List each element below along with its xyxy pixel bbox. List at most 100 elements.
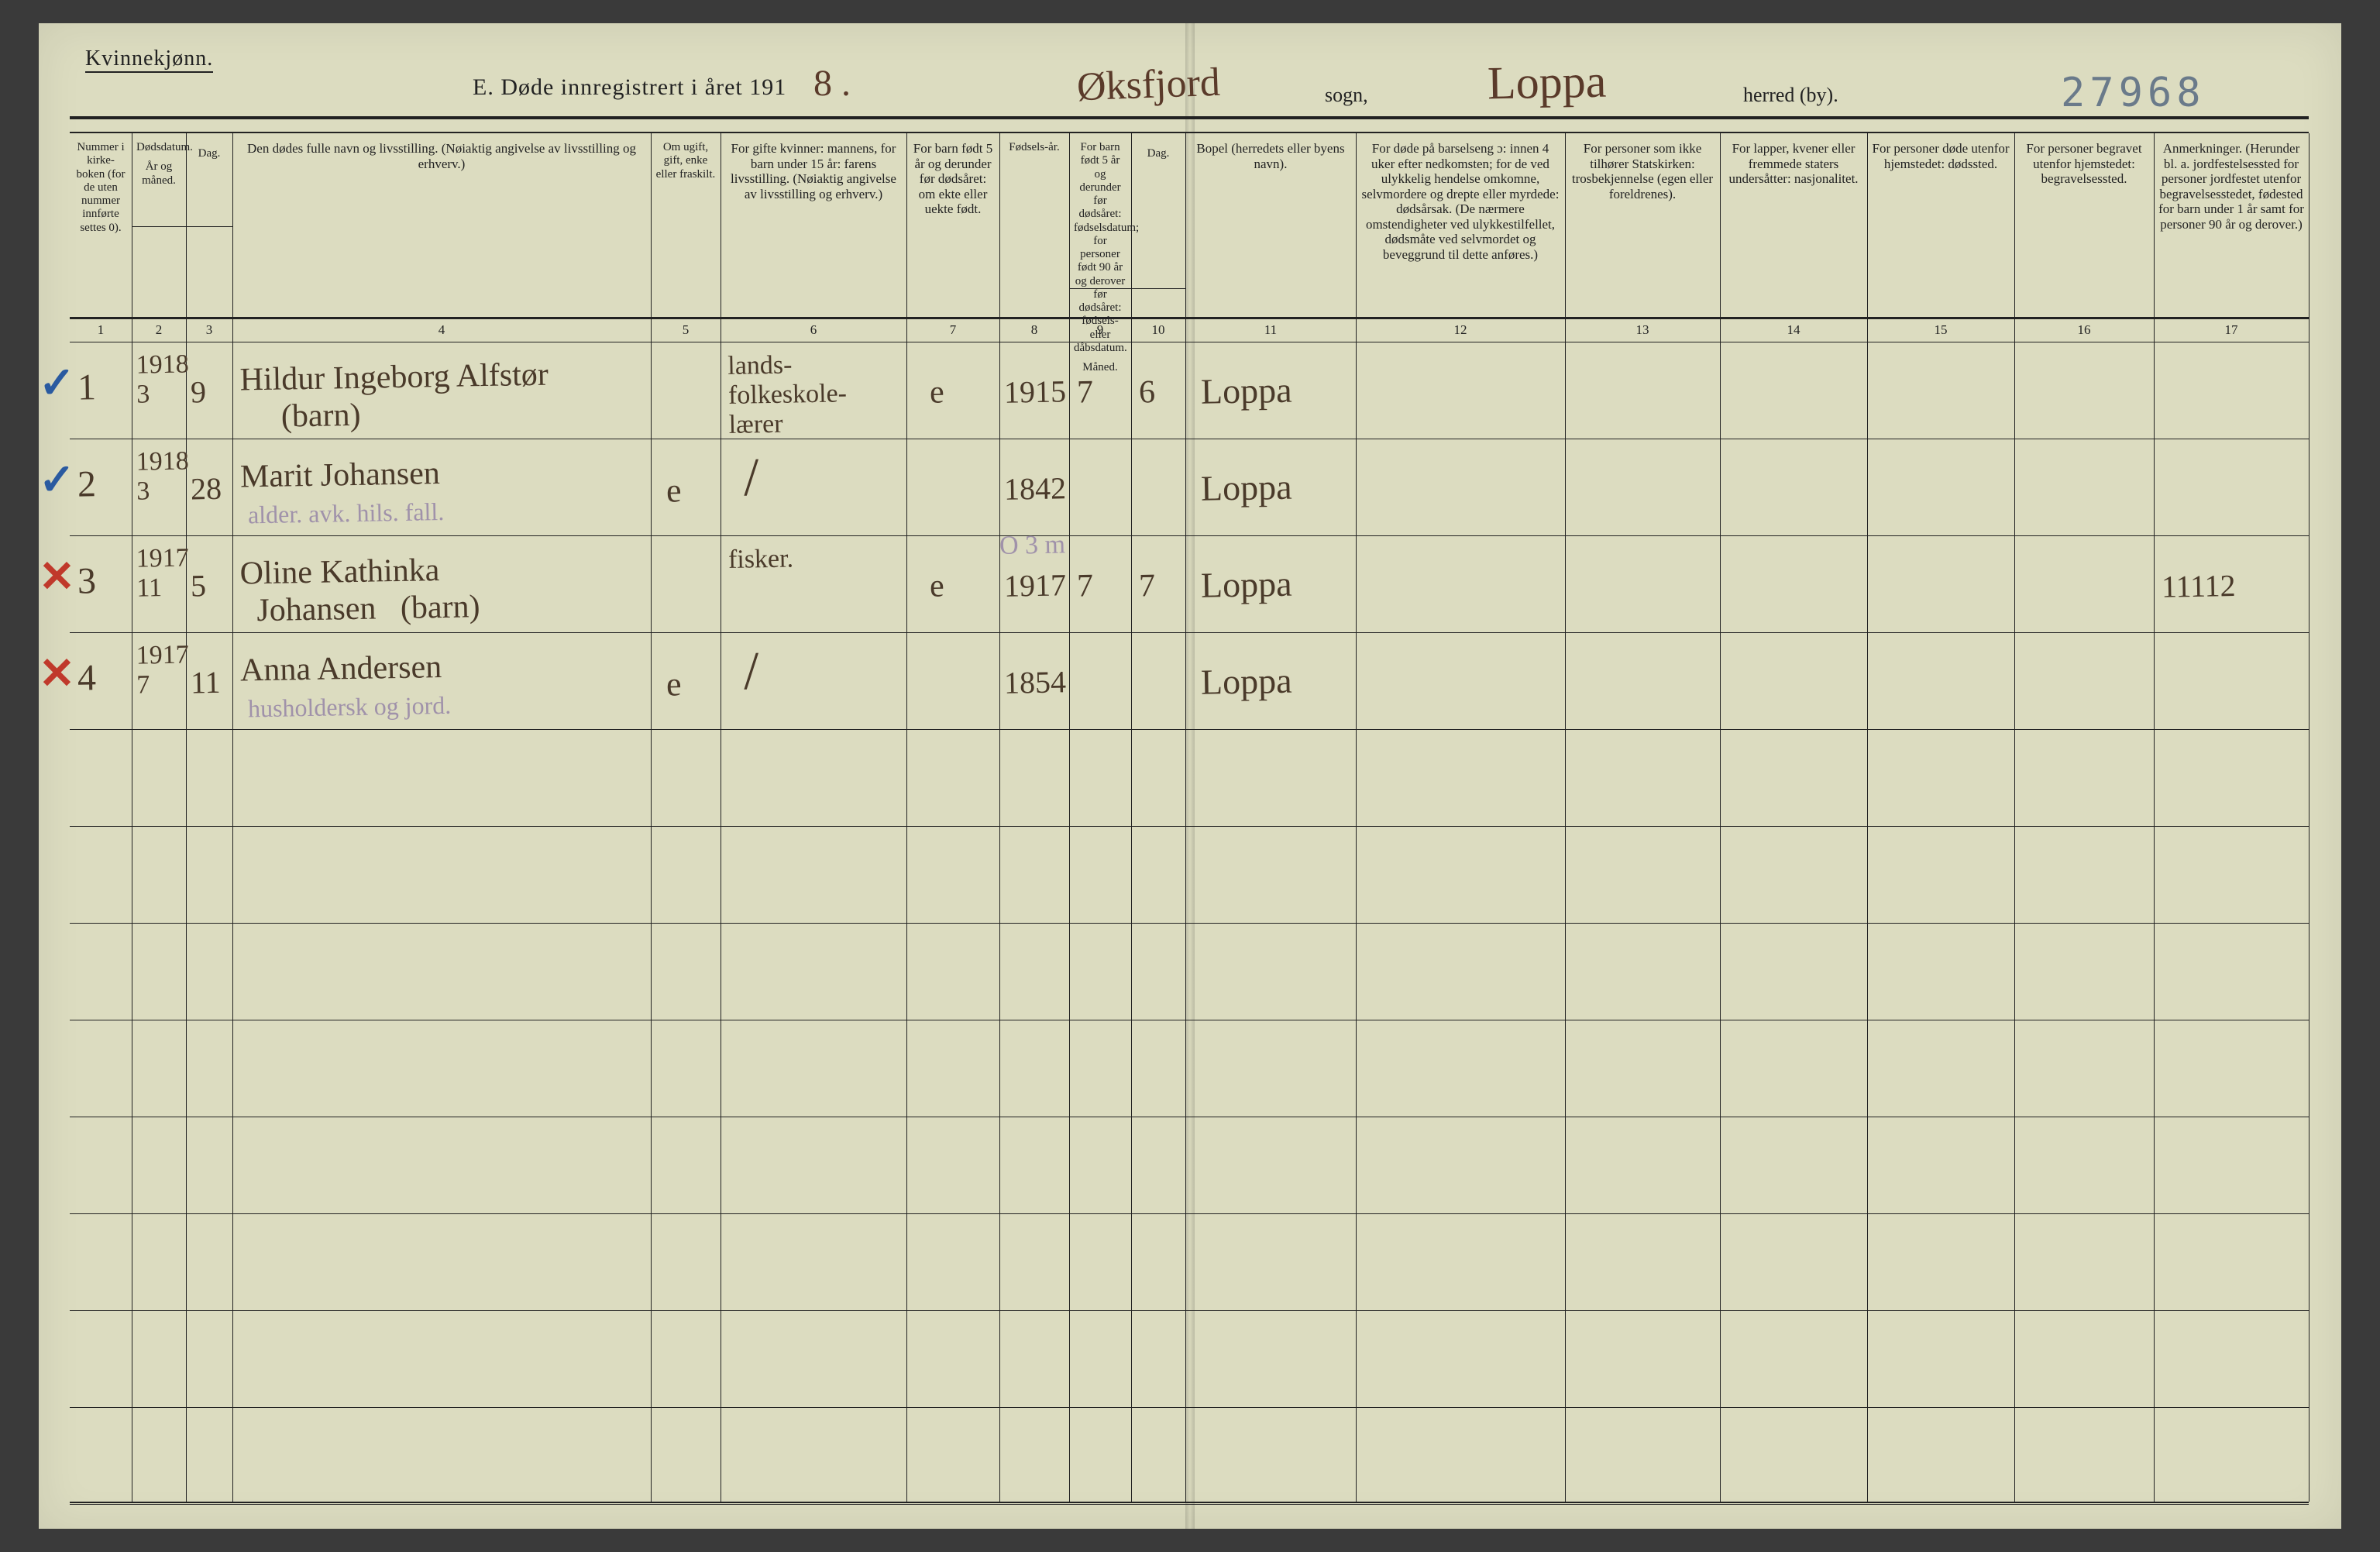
father-occupation: lands- folkeskole- lærer [727,349,899,440]
column-number: 4 [232,322,651,338]
herred-label: herred (by). [1743,84,1838,107]
row-number: 4 [77,656,132,699]
death-year-month: 1917 7 [136,640,191,700]
deceased-name: Oline Kathinka Johansen (barn) [239,548,644,629]
header-rule [70,116,2309,119]
occupation-slash: / [743,641,759,703]
column-number: 7 [906,322,999,338]
table-row: ✕41917 711Anna Andersenhusholdersk og jo… [70,633,2309,730]
cause-annotation: alder. avk. hils. fall. [248,494,636,530]
column-header: Nummer i kirke-boken (for de uten nummer… [70,138,132,238]
sogn-handwritten: Øksfjord [1076,60,1221,110]
column-number: 15 [1867,322,2014,338]
table-row [70,1408,2309,1505]
column-header: Dag. [186,138,232,163]
column-number: 9 [1069,322,1131,338]
legitimate-mark: e [930,373,992,411]
column-header: Fødsels-år. [999,138,1069,157]
occupation-slash: / [743,447,759,509]
column-header: Den dødes fulle navn og livsstilling. (N… [232,138,651,174]
pencil-note-top: O 3 m [999,528,1171,561]
birth-year: 1915 [1004,373,1067,410]
column-number: 13 [1565,322,1720,338]
birth-month: 7 [1077,566,1132,604]
birth-year: 1917 [1004,566,1067,604]
column-number: 1 [70,322,132,338]
margin-mark: ✓ [39,455,75,505]
column-number: 10 [1131,322,1185,338]
death-year-month: 1918 3 [136,446,191,506]
ledger-page: Kvinnekjønn. E. Døde innregistrert i åre… [39,23,2341,1529]
sogn-label: sogn, [1325,84,1368,107]
column-header: Bopel (herredets eller byens navn). [1185,138,1356,174]
ledger-table: Nummer i kirke-boken (for de uten nummer… [70,132,2309,1503]
table-row [70,1214,2309,1311]
column-number: 16 [2014,322,2154,338]
column-number: 5 [651,322,721,338]
form-title: E. Døde innregistrert i året 191 [473,74,786,101]
table-row: ✓11918 39Hildur Ingeborg Alfstør (barn)l… [70,342,2309,439]
year-handwritten: 8 . [813,62,851,105]
subheader-split-birthdate [1069,288,1185,289]
column-header: For døde på barselseng ɔ: innen 4 uker e… [1356,138,1565,265]
birth-day: 6 [1139,373,1186,411]
column-number: 8 [999,322,1069,338]
deceased-name: Marit Johansen [240,451,644,495]
herred-handwritten: Loppa [1487,55,1606,111]
column-header: For personer som ikke tilhører Statskirk… [1565,138,1720,205]
birth-month: 7 [1077,373,1132,411]
column-number-row: 1234567891011121314151617 [70,319,2309,342]
deceased-name: Hildur Ingeborg Alfstør (barn) [239,354,644,435]
death-year-month: 1918 3 [136,349,191,409]
table-row [70,1117,2309,1214]
row-number: 3 [77,559,132,602]
column-header: For barn født 5 år og derunder før dødså… [906,138,999,220]
column-header: Om ugift, gift, enke eller fraskilt. [651,138,721,184]
residence: Loppa [1201,465,1357,508]
column-header: For gifte kvinner: mannens, for barn und… [721,138,906,205]
column-header: Dag. [1131,138,1185,163]
subheader-split-date [132,226,232,227]
table-row [70,1020,2309,1117]
table-row [70,924,2309,1020]
row-number: 2 [77,462,132,505]
table-header: Nummer i kirke-boken (for de uten nummer… [70,133,2309,319]
residence: Loppa [1201,562,1357,605]
birth-day: 7 [1139,566,1186,604]
cause-annotation: husholdersk og jord. [248,688,636,724]
table-row [70,827,2309,924]
table-row [70,730,2309,827]
column-header: Anmerkninger. (Herunder bl. a. jordfeste… [2154,138,2309,235]
death-year-month: 1917 11 [136,543,191,603]
birth-year: 1854 [1004,663,1067,700]
margin-mark: ✓ [39,358,75,408]
residence: Loppa [1201,659,1357,702]
column-number: 17 [2154,322,2309,338]
column-number: 3 [186,322,232,338]
remark: 11112 [2162,566,2309,604]
column-number: 2 [132,322,186,338]
death-day: 28 [191,470,233,508]
page-number-handwritten: 27968 [2061,70,2206,116]
death-day: 9 [191,373,233,411]
margin-mark: ✕ [39,649,75,699]
marital-status: e [666,470,721,510]
table-row [70,1311,2309,1408]
row-number: 1 [77,365,132,408]
deceased-name: Anna Andersen [240,645,644,689]
margin-mark: ✕ [39,552,75,602]
column-header: Dødsdatum.År og måned. [132,138,186,191]
birth-year: 1842 [1004,470,1067,507]
death-day: 5 [191,567,233,604]
column-header: For lapper, kvener eller fremmede stater… [1720,138,1867,190]
column-number: 12 [1356,322,1565,338]
column-header: For personer begravet utenfor hjemstedet… [2014,138,2154,190]
title-prefix: E. Døde innregistrert i året 191 [473,74,786,100]
table-row: ✕31917 115Oline Kathinka Johansen (barn)… [70,536,2309,633]
legitimate-mark: e [930,566,992,604]
father-occupation: fisker. [728,542,899,575]
column-number: 14 [1720,322,1867,338]
table-row: ✓21918 328Marit Johansenalder. avk. hils… [70,439,2309,536]
column-header: For personer døde utenfor hjemstedet: dø… [1867,138,2014,174]
column-number: 11 [1185,322,1356,338]
